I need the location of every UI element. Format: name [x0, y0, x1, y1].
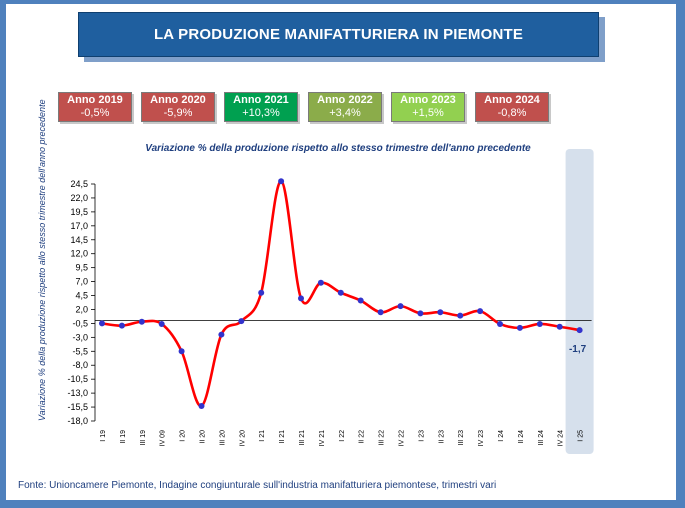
y-tick-label: -13,0 — [67, 388, 88, 398]
badge-value: +1,5% — [412, 107, 444, 119]
x-tick-label: I 19 — [100, 430, 107, 442]
x-tick-label: II 23 — [438, 430, 445, 444]
x-tick-label: III 23 — [458, 430, 465, 446]
data-point — [158, 320, 165, 327]
y-tick-label: 12,0 — [70, 249, 88, 259]
x-tick-label: I 25 — [578, 430, 585, 442]
x-tick-label: III 19 — [140, 430, 147, 446]
data-point — [238, 318, 245, 325]
badge-value: +3,4% — [329, 107, 361, 119]
badge-value: -5,9% — [163, 107, 193, 119]
source-note: Fonte: Unioncamere Piemonte, Indagine co… — [18, 480, 497, 491]
y-tick-label: 22,0 — [70, 193, 88, 203]
year-badge: Anno 2022 +3,4% — [308, 92, 382, 122]
x-tick-label: I 24 — [498, 430, 505, 442]
chart-subtitle: Variazione % della produzione rispetto a… — [145, 143, 531, 154]
x-tick-label: II 22 — [359, 430, 366, 444]
y-tick-label: 19,5 — [70, 207, 88, 217]
y-tick-label: -10,5 — [67, 374, 88, 384]
x-tick-label: IV 20 — [239, 430, 246, 446]
x-tick-label: II 24 — [518, 430, 525, 444]
x-tick-label: IV 23 — [478, 430, 485, 446]
y-tick-label: 9,5 — [75, 263, 88, 273]
data-point — [118, 322, 125, 329]
data-label-last: -1,7 — [569, 344, 587, 355]
badge-year: Anno 2022 — [317, 94, 373, 106]
y-tick-label: 2,0 — [75, 304, 88, 314]
y-tick-label: 4,5 — [75, 291, 88, 301]
data-point — [357, 297, 364, 304]
x-tick-label: III 20 — [219, 430, 226, 446]
data-point — [397, 303, 404, 310]
x-tick-label: IV 24 — [558, 430, 565, 446]
data-point — [178, 348, 185, 355]
x-tick-label: IV 22 — [399, 430, 406, 446]
badge-year: Anno 2021 — [233, 94, 289, 106]
y-tick-label: -5,5 — [72, 346, 88, 356]
y-tick-label: -8,0 — [72, 360, 88, 370]
badge-value: -0,5% — [80, 107, 110, 119]
data-point — [437, 309, 444, 316]
year-badge: Anno 2021 +10,3% — [224, 92, 298, 122]
data-point — [417, 310, 424, 317]
badge-year: Anno 2020 — [150, 94, 206, 106]
data-point — [138, 318, 145, 325]
badge-year: Anno 2023 — [400, 94, 456, 106]
badge-value: -0,8% — [497, 107, 527, 119]
x-tick-label: II 19 — [120, 430, 127, 444]
data-point — [477, 308, 484, 315]
data-point — [278, 178, 285, 185]
page-title: LA PRODUZIONE MANIFATTURIERA IN PIEMONTE — [78, 12, 599, 57]
x-tick-label: II 20 — [200, 430, 207, 444]
data-point — [218, 331, 225, 338]
y-tick-label: -15,5 — [67, 402, 88, 412]
badge-year: Anno 2019 — [67, 94, 123, 106]
year-badge: Anno 2020 -5,9% — [141, 92, 215, 122]
y-tick-label: 7,0 — [75, 277, 88, 287]
data-point — [497, 320, 503, 327]
y-tick-label: -18,0 — [67, 416, 88, 426]
y-tick-label: 24,5 — [70, 179, 88, 189]
data-point — [556, 323, 563, 330]
x-tick-label: IV 09 — [160, 430, 167, 446]
year-badge: Anno 2023 +1,5% — [391, 92, 465, 122]
x-tick-label: I 22 — [339, 430, 346, 442]
data-point — [516, 324, 523, 331]
data-point — [377, 309, 384, 316]
x-tick-label: II 21 — [279, 430, 286, 444]
x-tick-label: I 21 — [259, 430, 266, 442]
data-point — [317, 279, 324, 286]
y-tick-label: 17,0 — [70, 221, 88, 231]
data-point — [258, 289, 265, 296]
badge-year: Anno 2024 — [484, 94, 540, 106]
data-point — [337, 289, 344, 296]
x-tick-label: I 20 — [180, 430, 187, 442]
badge-value: +10,3% — [242, 107, 280, 119]
data-point — [198, 402, 205, 409]
x-tick-label: III 22 — [379, 430, 386, 446]
y-tick-label: -0,5 — [72, 318, 88, 328]
x-tick-label: III 21 — [299, 430, 306, 446]
chart-frame — [6, 4, 676, 500]
x-tick-label: III 24 — [538, 430, 545, 446]
data-point — [298, 295, 304, 302]
data-point — [576, 327, 583, 334]
x-tick-label: I 23 — [418, 430, 425, 442]
y-tick-label: 14,5 — [70, 235, 88, 245]
data-point — [99, 320, 105, 327]
year-badge: Anno 2024 -0,8% — [475, 92, 549, 122]
year-badge: Anno 2019 -0,5% — [58, 92, 132, 122]
x-tick-label: IV 21 — [319, 430, 326, 446]
y-tick-label: -3,0 — [72, 332, 88, 342]
data-point — [536, 320, 543, 327]
highlight-column — [565, 149, 594, 454]
data-point — [457, 312, 464, 319]
